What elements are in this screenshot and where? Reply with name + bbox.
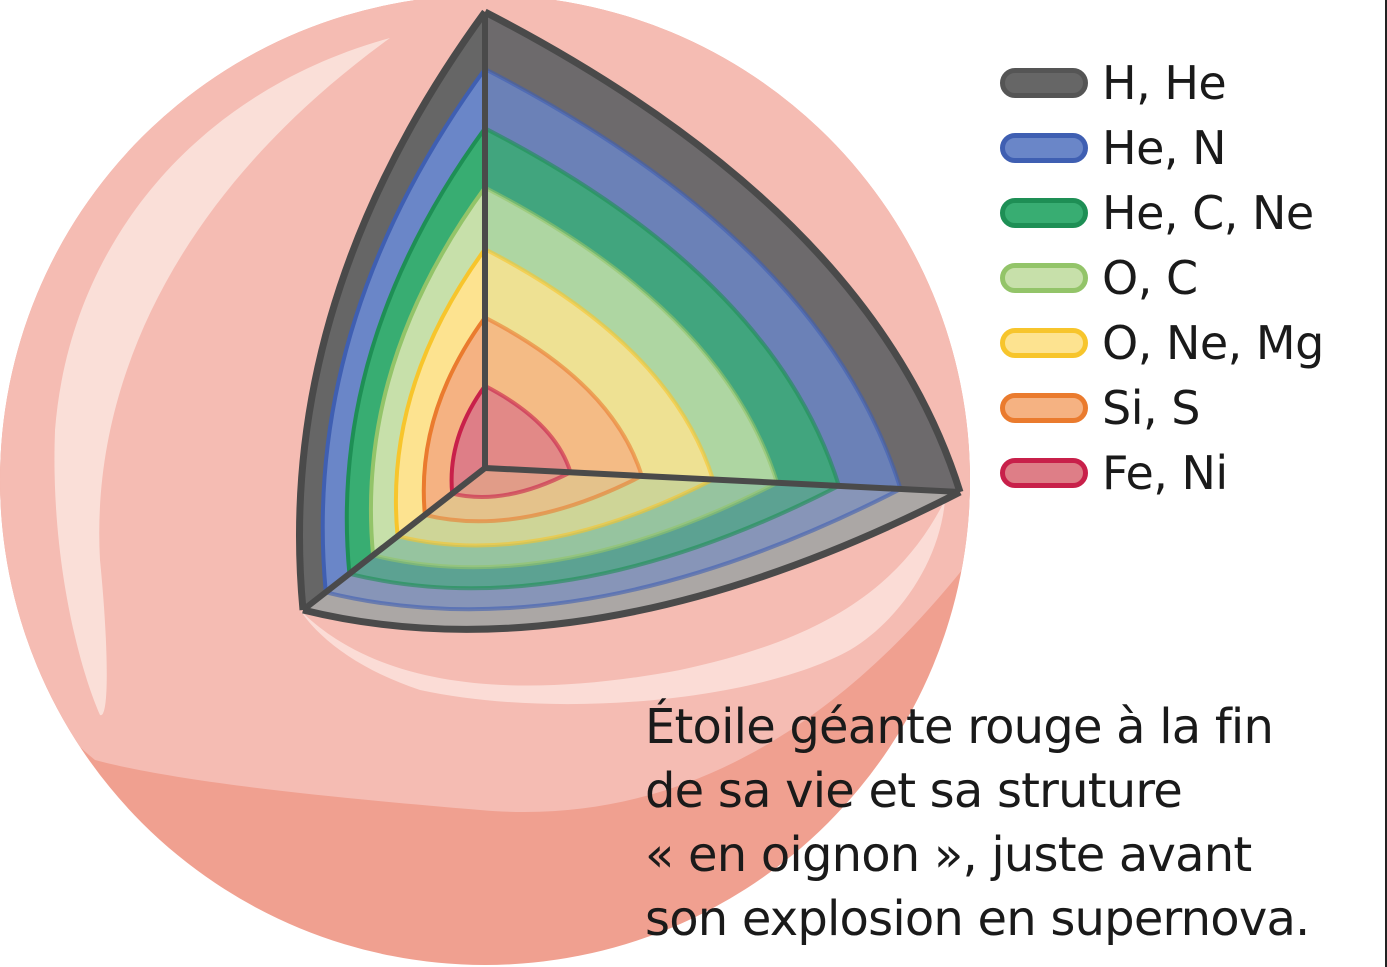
onion-layer-back-left: [449, 379, 487, 498]
cutaway-edge-line: [483, 8, 964, 494]
legend-item-h-he: H, He: [1000, 50, 1380, 115]
caption-line: de sa vie et sa struture: [645, 763, 1183, 819]
star-rim-glow: [300, 500, 945, 705]
frame-border: [1385, 0, 1387, 967]
caption-line: Étoile géante rouge à la fin: [645, 699, 1274, 755]
legend-item-o-c: O, C: [1000, 245, 1380, 310]
legend-item-he-c-ne: He, C, Ne: [1000, 180, 1380, 245]
legend-label: He, C, Ne: [1102, 185, 1314, 240]
caption-line: « en oignon », juste avant: [645, 827, 1252, 883]
legend-swatch: [1000, 327, 1088, 358]
cutaway-edge-line: [484, 465, 961, 495]
legend-swatch: [1000, 392, 1088, 423]
legend-label: H, He: [1102, 55, 1227, 110]
legend-swatch: [1000, 67, 1088, 98]
legend-item-si-s: Si, S: [1000, 375, 1380, 440]
onion-layer-floor: [447, 465, 579, 500]
legend-label: O, Ne, Mg: [1102, 315, 1324, 370]
legend-item-fe-ni: Fe, Ni: [1000, 440, 1380, 505]
legend-label: Fe, Ni: [1102, 445, 1228, 500]
cutaway-edge-line: [301, 465, 487, 613]
star-glint: [54, 38, 390, 716]
legend-item-he-n: He, N: [1000, 115, 1380, 180]
legend-swatch: [1000, 262, 1088, 293]
legend-label: O, C: [1102, 250, 1198, 305]
onion-layers-cutaway: [299, 12, 960, 630]
onion-layer-back-right: [483, 382, 574, 475]
legend-swatch: [1000, 457, 1088, 488]
element-legend: H, He He, N He, C, Ne O, C O, Ne, Mg Si,…: [1000, 50, 1380, 505]
caption-line: son explosion en supernova.: [645, 891, 1310, 947]
legend-label: He, N: [1102, 120, 1227, 175]
legend-swatch: [1000, 197, 1088, 228]
legend-item-o-ne-mg: O, Ne, Mg: [1000, 310, 1380, 375]
cutaway-edges: [296, 8, 964, 633]
diagram-caption: Étoile géante rouge à la fin de sa vie e…: [645, 695, 1385, 951]
legend-label: Si, S: [1102, 380, 1200, 435]
cutaway-edge-line: [296, 9, 488, 611]
cutaway-edge-line: [302, 488, 962, 633]
legend-swatch: [1000, 132, 1088, 163]
